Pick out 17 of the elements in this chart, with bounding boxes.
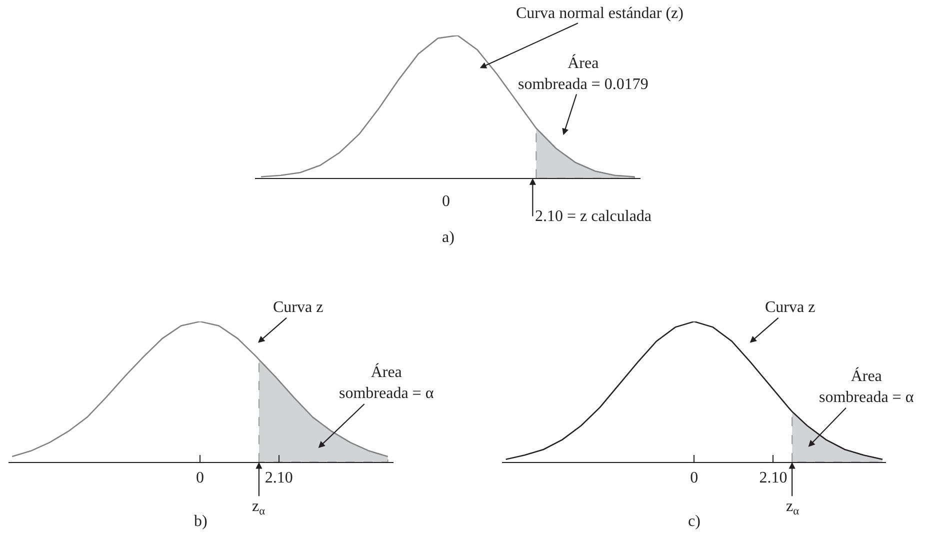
text: a) bbox=[442, 229, 454, 246]
text: 2.10 = z calculada bbox=[535, 208, 652, 225]
annotation: Área sombreada = α bbox=[819, 367, 914, 406]
text: b) bbox=[194, 513, 208, 530]
x-tick-label: 2.10 bbox=[759, 470, 788, 487]
text: Curva normal estándar (z) bbox=[516, 5, 684, 22]
annotation: z$_{α}$ bbox=[252, 498, 266, 518]
x-tick-label: 2.10 bbox=[264, 470, 293, 487]
text: Curva z bbox=[765, 299, 816, 316]
annotation: Área sombreada = α bbox=[339, 363, 434, 402]
annotation: z$_{α}$ bbox=[786, 498, 800, 518]
annotation: Área sombreada = 0.0179 bbox=[518, 54, 648, 93]
x-tick-label: 0 bbox=[690, 470, 698, 487]
x-tick-label: 0 bbox=[196, 470, 204, 487]
text: Curva z bbox=[273, 299, 324, 316]
text: c) bbox=[688, 513, 700, 530]
text: 0 bbox=[442, 193, 450, 210]
